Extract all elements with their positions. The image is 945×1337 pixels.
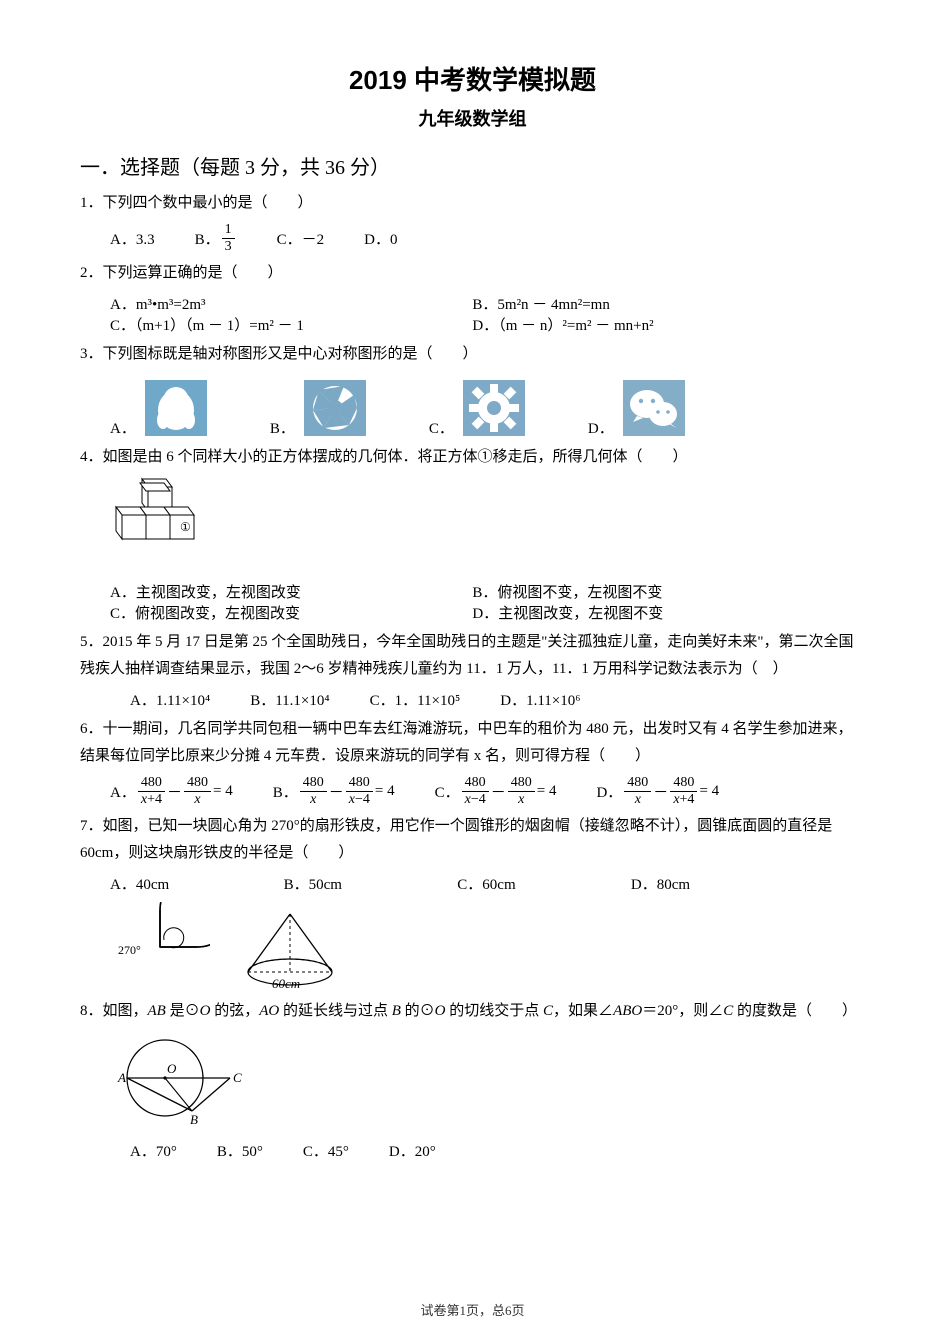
exam-page: 2019 中考数学模拟题 九年级数学组 一．选择题（每题 3 分，共 36 分）… xyxy=(0,0,945,1337)
q7-opt-b: B．50cm xyxy=(284,873,458,894)
svg-text:60cm: 60cm xyxy=(272,976,300,991)
section-1-header: 一．选择题（每题 3 分，共 36 分） xyxy=(80,151,865,180)
q3-opt-c: C． xyxy=(429,378,528,438)
q2-opt-d: D．（m － n）²=m² － mn+n² xyxy=(472,314,834,335)
q7-opt-a: A．40cm xyxy=(110,873,284,894)
question-6: 6．十一期间，几名同学共同包租一辆中巴车去红海滩游玩，中巴车的租价为 480 元… xyxy=(80,716,865,770)
question-4-options: A．主视图改变，左视图改变 B．俯视图不变，左视图不变 C．俯视图改变，左视图改… xyxy=(110,581,865,623)
q2-opt-a: A．m³•m³=2m³ xyxy=(110,293,472,314)
q4-opt-c: C．俯视图改变，左视图改变 xyxy=(110,602,472,623)
question-5-options: A．1.11×10⁴ B．11.1×10⁴ C．1．11×10⁵ D．1.11×… xyxy=(130,689,865,710)
question-8: 8．如图，AB 是⊙O 的弦，AO 的延长线与过点 B 的⊙O 的切线交于点 C… xyxy=(80,998,865,1025)
q1-opt-b: B． 1 3 xyxy=(195,223,237,254)
q3-opt-d: D． xyxy=(588,378,688,438)
q2-opt-b: B．5m²n － 4mn²=mn xyxy=(472,293,834,314)
q7-opt-c: C．60cm xyxy=(457,873,631,894)
question-1: 1．下列四个数中最小的是（ ） xyxy=(80,190,865,217)
q8-opt-c: C．45° xyxy=(303,1140,349,1161)
q6-opt-c: C． 480x−4 － 480x = 4 xyxy=(435,776,557,807)
q5-opt-b: B．11.1×10⁴ xyxy=(250,689,329,710)
q3-opt-b: B． xyxy=(270,378,369,438)
q8-opt-a: A．70° xyxy=(130,1140,177,1161)
q8-opt-d: D．20° xyxy=(389,1140,436,1161)
gear-icon xyxy=(460,378,528,438)
question-8-options: A．70° B．50° C．45° D．20° xyxy=(130,1140,865,1161)
q6-opt-b: B． 480x － 480x−4 = 4 xyxy=(273,776,395,807)
svg-text:①: ① xyxy=(180,520,191,534)
q7-figures: 270° 60cm xyxy=(110,902,865,992)
qq-penguin-icon xyxy=(142,378,210,438)
q2-opt-c: C．（m+1）（m － 1）=m² － 1 xyxy=(110,314,472,335)
question-1-options: A．3.3 B． 1 3 C．－2 D．0 xyxy=(110,223,865,254)
q1-opt-c: C．－2 xyxy=(277,223,325,254)
q4-opt-a: A．主视图改变，左视图改变 xyxy=(110,581,472,602)
q6-opt-a: A． 480x+4 － 480x = 4 xyxy=(110,776,233,807)
svg-text:C: C xyxy=(233,1070,242,1085)
q5-opt-d: D．1.11×10⁶ xyxy=(500,689,580,710)
question-3: 3．下列图标既是轴对称图形又是中心对称图形的是（ ） xyxy=(80,341,865,368)
question-5: 5．2015 年 5 月 17 日是第 25 个全国助残日，今年全国助残日的主题… xyxy=(80,629,865,683)
svg-text:270°: 270° xyxy=(118,943,141,957)
q6-opt-d: D． 480x － 480x+4 = 4 xyxy=(596,776,719,807)
q5-opt-c: C．1．11×10⁵ xyxy=(370,689,461,710)
q3-opt-a: A． xyxy=(110,378,210,438)
question-7: 7．如图，已知一块圆心角为 270°的扇形铁皮，用它作一个圆锥形的烟囱帽（接缝忽… xyxy=(80,813,865,867)
q8-opt-b: B．50° xyxy=(217,1140,263,1161)
question-2-options: A．m³•m³=2m³ B．5m²n － 4mn²=mn C．（m+1）（m －… xyxy=(110,293,865,335)
question-2: 2．下列运算正确的是（ ） xyxy=(80,260,865,287)
svg-text:B: B xyxy=(190,1112,198,1127)
q4-opt-d: D．主视图改变，左视图不变 xyxy=(472,602,834,623)
q4-opt-b: B．俯视图不变，左视图不变 xyxy=(472,581,834,602)
q4-figure: ① xyxy=(110,477,865,577)
page-subtitle: 九年级数学组 xyxy=(80,105,865,131)
question-7-options: A．40cm B．50cm C．60cm D．80cm xyxy=(110,873,865,894)
wechat-icon xyxy=(620,378,688,438)
aperture-icon xyxy=(301,378,369,438)
sector-icon: 270° xyxy=(110,902,210,992)
q1-opt-a: A．3.3 xyxy=(110,223,155,254)
svg-text:O: O xyxy=(167,1061,177,1076)
cube-stack-icon: ① xyxy=(110,477,220,572)
q5-opt-a: A．1.11×10⁴ xyxy=(130,689,210,710)
svg-text:A: A xyxy=(117,1070,126,1085)
fraction-icon: 1 3 xyxy=(222,223,235,254)
q8-figure: A O B C xyxy=(110,1031,865,1136)
page-footer: 试卷第1页，总6页 xyxy=(0,1300,945,1319)
cone-icon: 60cm xyxy=(230,902,350,992)
question-3-options: A． B． xyxy=(110,378,865,438)
question-4: 4．如图是由 6 个同样大小的正方体摆成的几何体．将正方体①移走后，所得几何体（… xyxy=(80,444,865,471)
page-title: 2019 中考数学模拟题 xyxy=(80,60,865,97)
q7-opt-d: D．80cm xyxy=(631,873,805,894)
question-6-options: A． 480x+4 － 480x = 4 B． 480x － 480x−4 = … xyxy=(110,776,865,807)
circle-tangent-icon: A O B C xyxy=(110,1031,250,1131)
q1-opt-d: D．0 xyxy=(364,223,397,254)
